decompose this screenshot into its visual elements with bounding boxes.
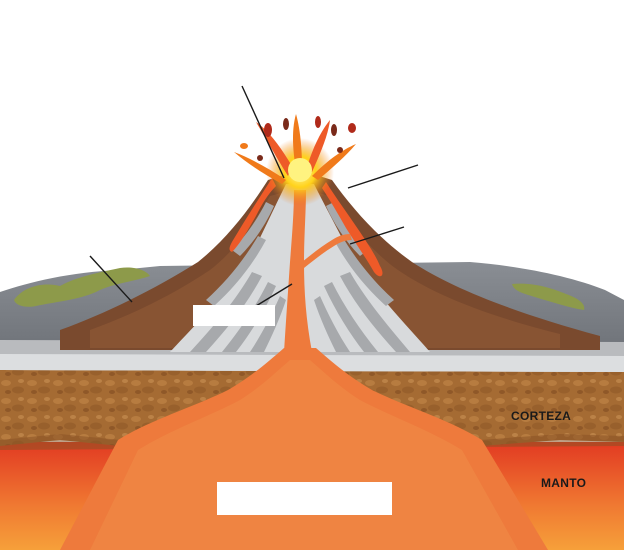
leader-line-layers: [89, 255, 133, 303]
main-vent: [284, 190, 312, 352]
lava-flow-left: [229, 178, 276, 252]
mantle-label: MANTO: [541, 476, 587, 490]
leader-line-vent: [255, 283, 293, 307]
blank-label-box-vent: [193, 305, 275, 326]
vegetation-left: [14, 267, 150, 307]
leader-line-lava: [347, 164, 419, 189]
secondary-vent: [302, 234, 352, 268]
blank-label-box-chamber: [217, 482, 392, 515]
lava-flow-right: [322, 182, 383, 277]
leader-line-secondary-vent: [349, 226, 405, 245]
vegetation-right: [512, 283, 585, 310]
leader-lines: [89, 85, 419, 307]
crust-label: CORTEZA: [511, 409, 572, 423]
leader-line-eruption: [241, 85, 285, 179]
